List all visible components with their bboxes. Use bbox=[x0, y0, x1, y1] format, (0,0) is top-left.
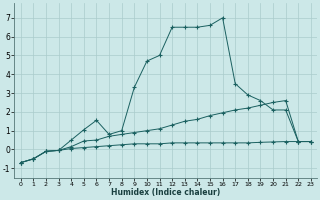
X-axis label: Humidex (Indice chaleur): Humidex (Indice chaleur) bbox=[111, 188, 220, 197]
